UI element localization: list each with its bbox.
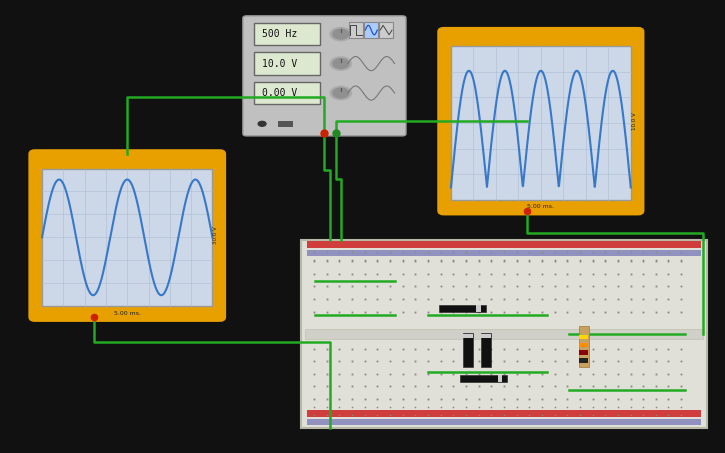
Bar [439, 305, 486, 312]
Bar [451, 46, 631, 200]
Bar [579, 358, 588, 362]
Text: 5.00 ms.: 5.00 ms. [114, 311, 141, 316]
FancyBboxPatch shape [439, 29, 642, 213]
FancyBboxPatch shape [30, 151, 224, 320]
Bar [481, 333, 491, 367]
Circle shape [333, 58, 349, 68]
Bar [254, 82, 320, 104]
Bar [463, 333, 473, 367]
Bar [42, 169, 212, 306]
Circle shape [330, 57, 352, 70]
Bar [579, 342, 588, 347]
Text: 500 Hz: 500 Hz [262, 29, 297, 39]
Circle shape [258, 121, 266, 126]
Circle shape [330, 87, 352, 100]
Circle shape [333, 88, 349, 98]
Text: 30.0 V: 30.0 V [213, 226, 218, 245]
Bar [278, 121, 293, 127]
Bar [254, 53, 320, 75]
Bar [304, 329, 703, 339]
Bar [498, 375, 502, 382]
Bar [301, 240, 707, 428]
Bar [307, 241, 701, 248]
Circle shape [333, 29, 349, 39]
Bar [349, 22, 363, 39]
Bar [463, 334, 473, 338]
Bar [579, 350, 588, 355]
Bar [481, 334, 491, 338]
Bar [476, 305, 481, 312]
Text: 10.0 V: 10.0 V [631, 112, 637, 130]
Bar [364, 22, 378, 39]
Bar [307, 419, 701, 425]
Bar [307, 410, 701, 417]
Text: 0.00 V: 0.00 V [262, 88, 297, 98]
Bar [579, 326, 589, 367]
Bar [579, 335, 588, 339]
Bar [254, 23, 320, 45]
Text: 5.00 ms.: 5.00 ms. [527, 204, 555, 209]
Bar [307, 250, 701, 256]
Bar [379, 22, 393, 39]
Text: 10.0 V: 10.0 V [262, 58, 297, 68]
Bar [460, 375, 507, 382]
FancyBboxPatch shape [243, 16, 406, 136]
Circle shape [330, 28, 352, 41]
